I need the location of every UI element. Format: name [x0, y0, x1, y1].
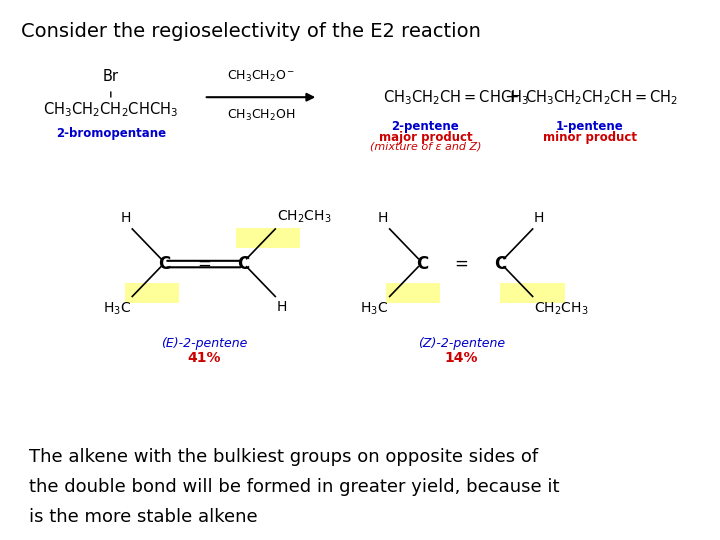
- Text: $\mathregular{CH_3CH_2CH_2CH{=}CH_2}$: $\mathregular{CH_3CH_2CH_2CH{=}CH_2}$: [526, 88, 678, 106]
- Text: +: +: [504, 88, 518, 106]
- Text: Consider the regioselectivity of the E2 reaction: Consider the regioselectivity of the E2 …: [22, 22, 482, 40]
- Text: the double bond will be formed in greater yield, because it: the double bond will be formed in greate…: [29, 478, 559, 496]
- Text: (E)-2-pentene: (E)-2-pentene: [161, 338, 247, 350]
- Bar: [125, 283, 179, 303]
- Text: $\mathregular{H_3C}$: $\mathregular{H_3C}$: [103, 300, 131, 316]
- Text: $\mathregular{CH_3CH_2OH}$: $\mathregular{CH_3CH_2OH}$: [227, 108, 295, 123]
- Text: (mixture of ε and Z): (mixture of ε and Z): [369, 141, 481, 152]
- Bar: [236, 228, 300, 248]
- Text: H: H: [120, 211, 131, 225]
- Text: The alkene with the bulkiest groups on opposite sides of: The alkene with the bulkiest groups on o…: [29, 448, 538, 466]
- Text: $\mathregular{CH_2CH_3}$: $\mathregular{CH_2CH_3}$: [276, 209, 331, 225]
- Text: $\mathregular{CH_3CH_2O^-}$: $\mathregular{CH_3CH_2O^-}$: [227, 69, 295, 84]
- Text: is the more stable alkene: is the more stable alkene: [29, 508, 257, 525]
- Text: 2-pentene: 2-pentene: [392, 120, 459, 133]
- Text: H: H: [534, 211, 544, 225]
- Text: $\mathregular{CH_3CH_2CH{=}CHCH_3}$: $\mathregular{CH_3CH_2CH{=}CHCH_3}$: [382, 88, 528, 106]
- Text: C: C: [237, 255, 249, 273]
- Text: H: H: [276, 300, 287, 314]
- Text: (Z)-2-pentene: (Z)-2-pentene: [418, 338, 505, 350]
- Text: 2-bromopentane: 2-bromopentane: [55, 127, 166, 140]
- Text: 41%: 41%: [187, 351, 220, 365]
- Text: $\mathregular{CH_2CH_3}$: $\mathregular{CH_2CH_3}$: [534, 300, 588, 316]
- Text: C: C: [495, 255, 507, 273]
- Text: =: =: [454, 255, 468, 273]
- Text: $\mathregular{H_3C}$: $\mathregular{H_3C}$: [360, 300, 388, 316]
- Bar: [500, 283, 564, 303]
- Text: minor product: minor product: [543, 131, 637, 144]
- Text: C: C: [158, 255, 171, 273]
- Text: H: H: [378, 211, 388, 225]
- Text: 1-pentene: 1-pentene: [556, 120, 624, 133]
- Text: Br: Br: [103, 69, 119, 84]
- Text: $\mathregular{CH_3CH_2CH_2CHCH_3}$: $\mathregular{CH_3CH_2CH_2CHCH_3}$: [43, 100, 179, 119]
- Text: major product: major product: [379, 131, 472, 144]
- Bar: [386, 283, 440, 303]
- Text: C: C: [415, 255, 428, 273]
- Text: 14%: 14%: [444, 351, 478, 365]
- Text: =: =: [197, 255, 211, 273]
